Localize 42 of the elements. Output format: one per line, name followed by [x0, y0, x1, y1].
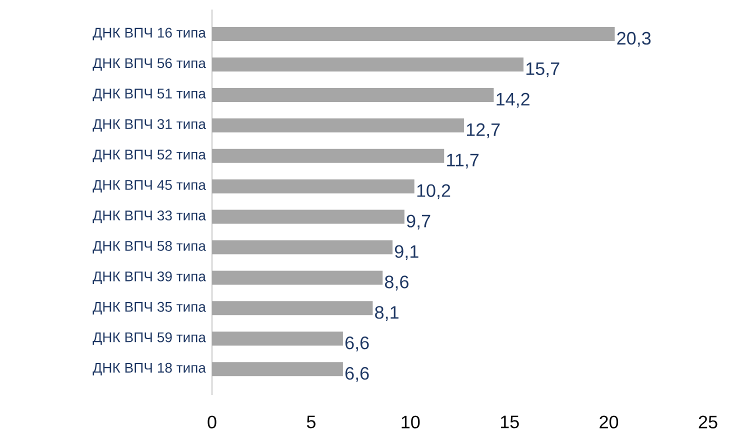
bar	[212, 27, 615, 42]
y-tick-label: ДНК ВПЧ 33 типа	[92, 210, 206, 224]
data-label: 6,6	[345, 336, 369, 352]
x-tick-label: 15	[500, 416, 519, 428]
bar	[212, 148, 444, 163]
bar	[212, 88, 494, 102]
bar	[212, 210, 404, 224]
x-tick-label: 5	[306, 416, 316, 428]
data-label: 12,7	[466, 123, 500, 138]
data-label: 9,1	[394, 245, 418, 260]
data-label: 8,6	[385, 276, 408, 290]
data-label: 10,2	[417, 184, 450, 200]
bar	[212, 301, 373, 316]
data-label: 11,7	[447, 154, 479, 169]
bar	[212, 362, 343, 376]
bar	[212, 332, 343, 346]
y-tick-label: ДНК ВПЧ 58 типа	[92, 240, 206, 254]
y-tick-label: ДНК ВПЧ 39 типа	[92, 271, 206, 284]
y-tick-label: ДНК ВПЧ 31 типа	[92, 119, 206, 132]
y-tick-label: ДНК ВПЧ 59 типа	[92, 332, 206, 345]
y-tick-label: ДНК ВПЧ 18 типа	[92, 362, 206, 376]
x-tick-label: 0	[208, 416, 216, 428]
x-tick-label: 10	[402, 416, 420, 428]
y-tick-label: ДНК ВПЧ 51 типа	[92, 88, 206, 102]
data-label: 9,7	[406, 214, 430, 230]
y-tick-label: ДНК ВПЧ 56 типа	[92, 58, 206, 71]
y-tick-label: ДНК ВПЧ 35 типа	[92, 302, 206, 314]
bar	[212, 179, 414, 194]
data-label: 15,7	[526, 62, 560, 78]
data-label: 20,3	[617, 32, 651, 47]
x-tick-label: 20	[600, 416, 618, 428]
bar	[212, 57, 524, 72]
y-tick-label: ДНК ВПЧ 16 типа	[92, 28, 206, 40]
y-tick-label: ДНК ВПЧ 52 типа	[92, 150, 206, 162]
x-tick-label: 25	[698, 416, 718, 428]
data-label: 6,6	[345, 367, 369, 382]
bar	[212, 240, 393, 254]
bar	[212, 118, 464, 132]
data-label: 14,2	[496, 92, 530, 108]
data-label: 8,1	[375, 306, 398, 321]
bar	[212, 270, 383, 285]
y-tick-label: ДНК ВПЧ 45 типа	[92, 180, 206, 193]
